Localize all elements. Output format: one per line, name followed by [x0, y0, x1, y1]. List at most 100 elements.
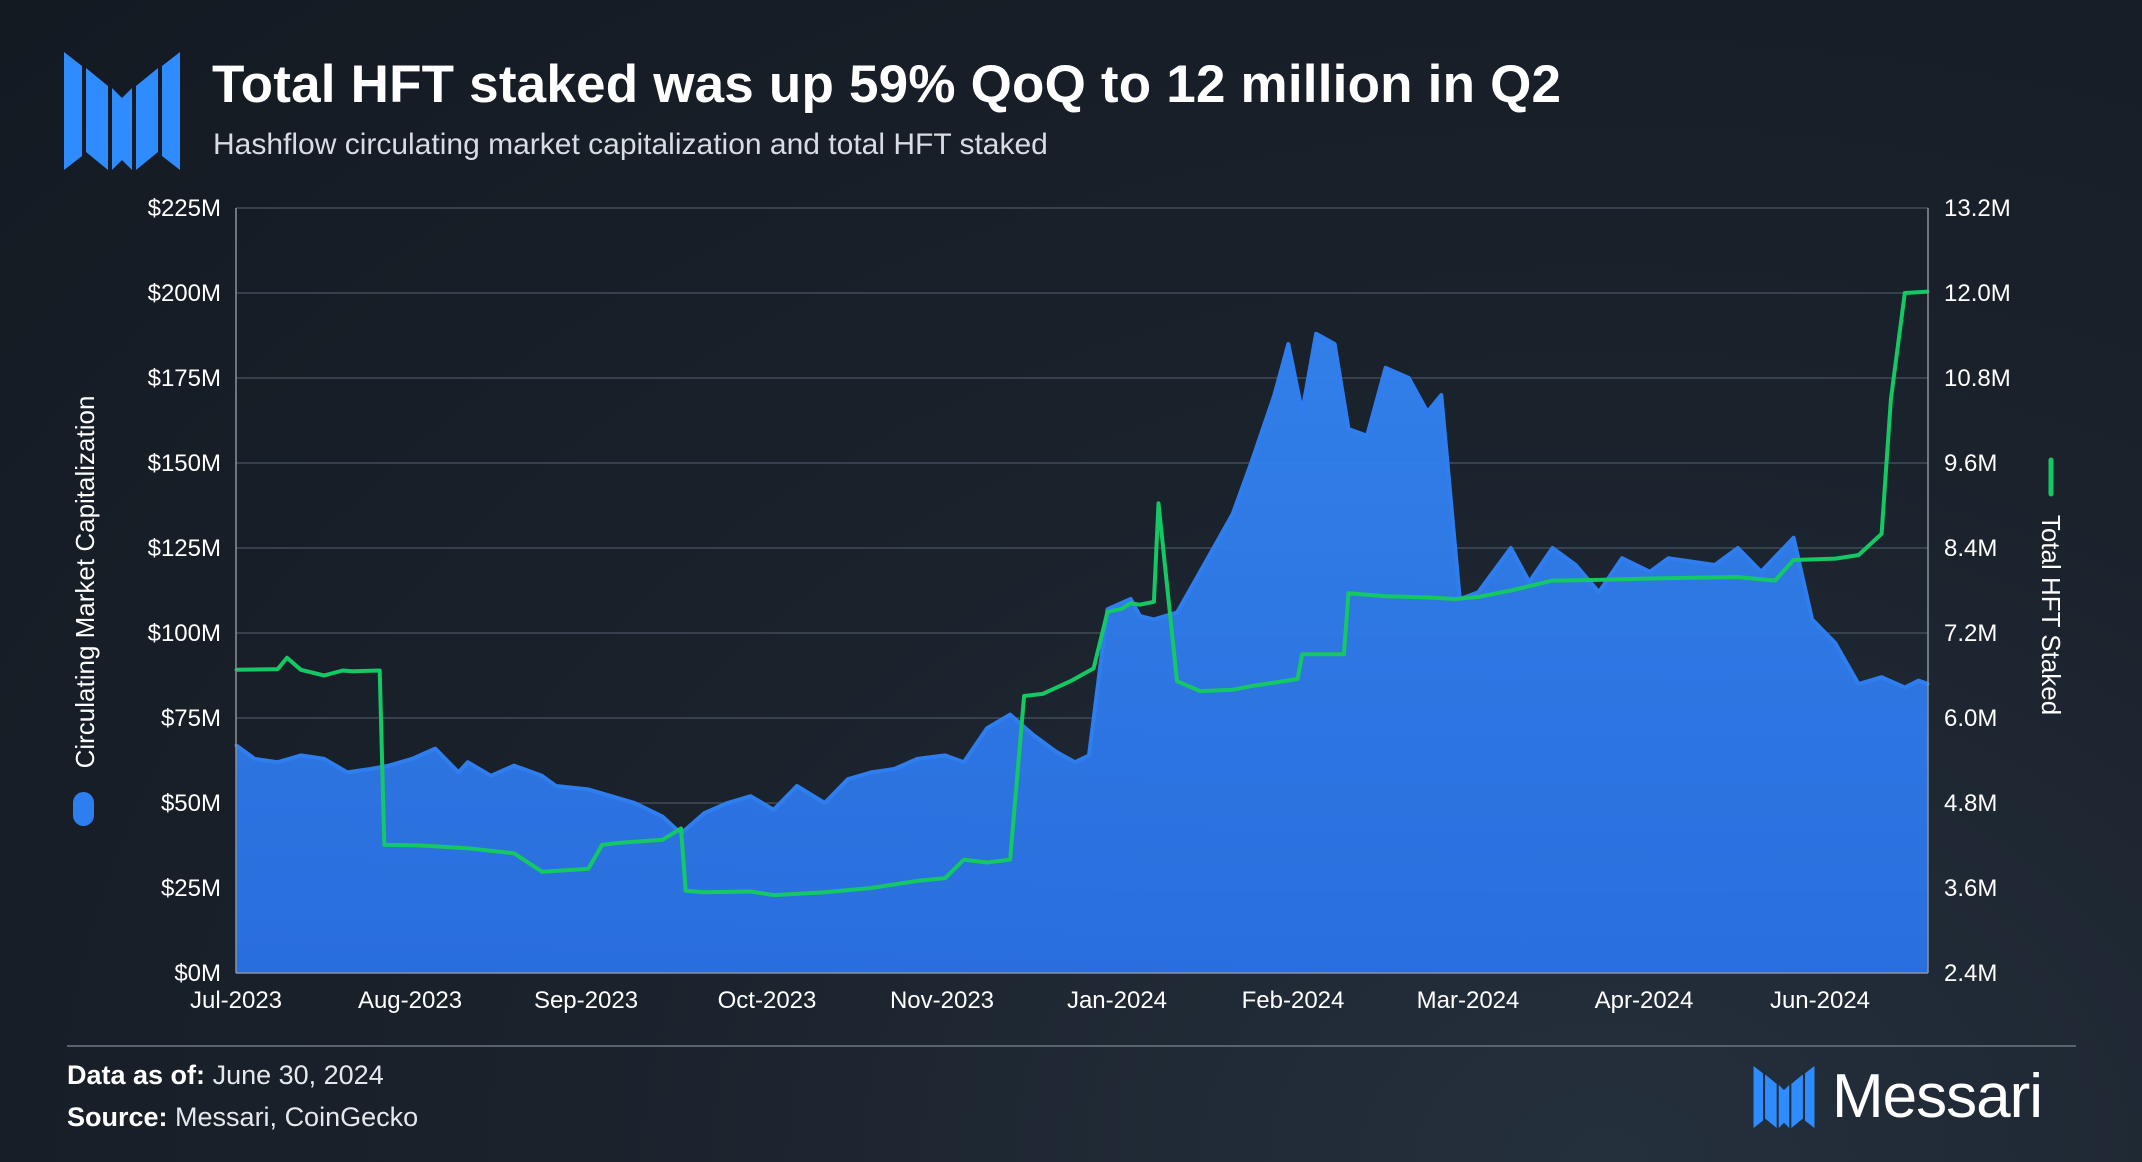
market-cap-point: [253, 757, 256, 761]
staked-point: [985, 861, 989, 864]
staked-point: [1008, 858, 1012, 862]
market-cap-point: [1365, 434, 1369, 438]
market-cap-point: [540, 774, 544, 778]
staked-point: [1129, 601, 1133, 605]
staked-point: [1792, 558, 1796, 562]
staked-point: [883, 884, 887, 888]
market-cap-point: [1917, 679, 1921, 683]
market-cap-point: [1152, 617, 1156, 621]
left-y-tick-label: $150M: [148, 450, 221, 477]
market-cap-point: [1759, 570, 1763, 574]
market-cap-point: [1666, 556, 1670, 560]
market-cap-point: [1736, 546, 1740, 550]
market-cap-point: [1509, 546, 1513, 550]
market-cap-point: [1333, 342, 1337, 346]
market-cap-point: [661, 815, 664, 819]
x-tick-label: Nov-2023: [890, 987, 994, 1014]
market-cap-point: [1272, 393, 1276, 397]
left-y-tick-label: $75M: [161, 705, 221, 732]
market-cap-point: [1031, 733, 1035, 737]
market-cap-point: [702, 811, 706, 815]
x-tick-label: Mar-2024: [1417, 987, 1520, 1014]
left-y-tick-label: $225M: [148, 195, 221, 222]
x-tick-label: Apr-2024: [1595, 987, 1694, 1014]
market-cap-point: [1073, 760, 1077, 764]
market-cap-point: [1551, 546, 1554, 550]
right-y-tick-label: 7.2M: [1944, 620, 1997, 647]
staked-point: [772, 893, 776, 897]
staked-point: [1384, 594, 1388, 598]
staked-point: [1430, 596, 1434, 600]
staked-point: [962, 858, 966, 862]
staked-point: [679, 827, 683, 830]
market-cap-point: [1129, 597, 1133, 601]
staked-point: [1068, 679, 1072, 683]
staked-point: [1690, 576, 1694, 580]
staked-point: [285, 656, 289, 660]
market-cap-point: [276, 760, 280, 764]
staked-point: [1597, 578, 1601, 582]
staked-point: [1736, 575, 1740, 579]
staked-point: [1157, 501, 1160, 505]
staked-point: [1833, 557, 1837, 561]
x-tick-label: Oct-2023: [718, 987, 817, 1014]
market-cap-point: [1833, 641, 1837, 645]
left-y-tick-label: $50M: [161, 790, 221, 817]
staked-point: [1106, 610, 1109, 614]
chart-title: Total HFT staked was up 59% QoQ to 12 mi…: [212, 55, 1562, 114]
x-tick-label: Sep-2023: [534, 987, 638, 1014]
staked-point: [1119, 607, 1123, 611]
market-cap-point: [1384, 366, 1388, 370]
market-cap-point: [1138, 614, 1142, 618]
staked-point: [1773, 579, 1777, 583]
staked-point: [1476, 595, 1480, 599]
blue-pill-legend-icon: [73, 792, 94, 826]
staked-point: [661, 838, 664, 842]
data-as-of: Data as of: June 30, 2024: [67, 1060, 384, 1090]
x-tick-label: Feb-2024: [1242, 987, 1345, 1014]
staked-point: [1551, 579, 1554, 583]
market-cap-point: [1008, 713, 1012, 717]
market-cap-point: [915, 757, 919, 761]
market-cap-point: [299, 753, 303, 757]
right-y-tick-label: 9.6M: [1944, 450, 1997, 477]
staked-point: [1509, 589, 1513, 592]
axes: [235, 208, 1929, 974]
market-cap-point: [466, 760, 470, 764]
right-y-tick-label: 10.8M: [1944, 365, 2011, 392]
staked-point: [1272, 681, 1276, 685]
left-y-tick-label: $25M: [161, 875, 221, 902]
market-cap-point: [1597, 590, 1601, 594]
staked-point: [702, 890, 706, 894]
staked-point: [1152, 600, 1156, 604]
x-axis-ticks: Jul-2023 Aug-2023 Sep-2023 Oct-2023 Nov-2023…: [190, 987, 1870, 1014]
market-cap-point: [869, 770, 873, 774]
staked-point: [1138, 603, 1142, 607]
market-cap-point: [1713, 563, 1717, 567]
staked-point: [684, 889, 688, 893]
market-cap-point: [1286, 342, 1290, 346]
source: Source: Messari, CoinGecko: [67, 1102, 419, 1132]
market-cap-point: [1439, 393, 1443, 397]
staked-point: [540, 870, 544, 874]
market-cap-point: [772, 808, 776, 812]
right-y-axis-ticks: 2.4M 3.6M 4.8M 6.0M 7.2M 8.4M 9.6M 10.8M 12.0M 13…: [1944, 195, 2011, 987]
staked-point: [341, 669, 345, 672]
market-cap-point: [985, 726, 989, 730]
staked-point: [749, 890, 753, 893]
market-cap-point: [1407, 376, 1411, 380]
right-y-tick-label: 3.6M: [1944, 875, 1997, 902]
staked-point: [1857, 553, 1860, 557]
market-cap-point: [749, 794, 753, 798]
market-cap-point: [1198, 570, 1202, 574]
staked-point: [1648, 577, 1652, 580]
market-cap-point: [1574, 563, 1578, 567]
market-cap-point: [610, 794, 613, 798]
x-tick-label: Aug-2023: [358, 987, 462, 1014]
staked-point: [1041, 692, 1045, 696]
market-cap-point: [1055, 750, 1058, 754]
staked-point: [276, 667, 280, 671]
market-cap-point: [322, 757, 326, 761]
messari-logo-icon: [64, 52, 180, 170]
staked-point: [586, 867, 590, 871]
